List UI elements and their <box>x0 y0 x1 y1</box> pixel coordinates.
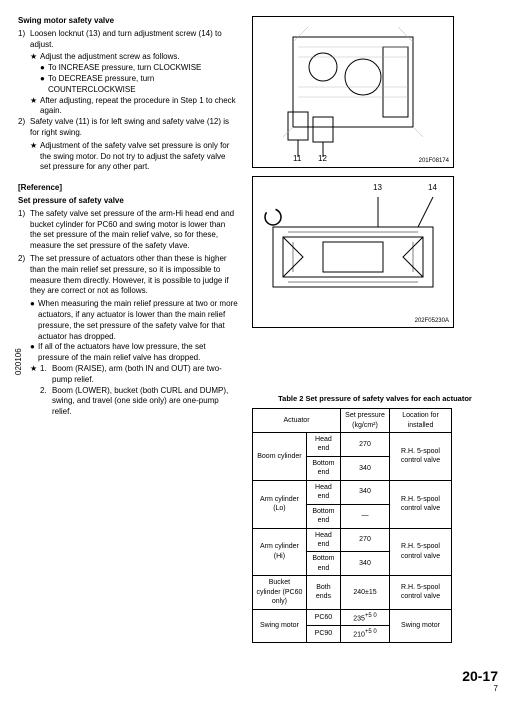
substep-num: 2. <box>40 386 52 418</box>
td: Arm cylinder (Hi) <box>253 528 307 576</box>
section-title-swing-motor: Swing motor safety valve <box>18 16 238 27</box>
reference-label: [Reference] <box>18 183 238 194</box>
td: Head end <box>306 480 340 504</box>
td: Bucket cylinder (PC60 only) <box>253 576 307 609</box>
bullet-text: To DECREASE pressure, turn COUNTERCLOCKW… <box>48 74 238 96</box>
substep-text: Boom (RAISE), arm (both IN and OUT) are … <box>52 364 238 386</box>
figure-2: 13 14 202F05230A <box>252 176 454 328</box>
fig-label-13: 13 <box>373 183 382 194</box>
td: 340 <box>341 552 390 576</box>
pressure-table: Actuator Set pressure (kg/cm²) Location … <box>252 408 452 643</box>
side-code: 020106 <box>14 348 25 375</box>
step-num: 1) <box>18 209 30 252</box>
step-num: 2) <box>18 254 30 297</box>
substep-num: 1. <box>40 364 52 386</box>
star-icon: ★ <box>30 52 40 63</box>
td: Arm cylinder (Lo) <box>253 480 307 528</box>
step-num: 2) <box>18 117 30 139</box>
td: Both ends <box>306 576 340 609</box>
td: — <box>341 504 390 528</box>
bullet-text: When measuring the main relief pressure … <box>38 299 238 342</box>
td: R.H. 5-spool control valve <box>390 528 452 576</box>
th-location: Location for installed <box>390 409 452 433</box>
bullet-icon: ● <box>40 63 48 74</box>
bullet-text: To INCREASE pressure, turn CLOCKWISE <box>48 63 238 74</box>
star-text: After adjusting, repeat the procedure in… <box>40 96 238 118</box>
figure-caption: 201F08174 <box>419 157 449 165</box>
td: 210+5 0 <box>341 626 390 643</box>
star-icon: ★ <box>30 141 40 173</box>
bullet-icon: ● <box>40 74 48 96</box>
figure-1: 11 12 201F08174 <box>252 16 454 168</box>
step-text: The safety valve set pressure of the arm… <box>30 209 238 252</box>
td: Bottom end <box>306 552 340 576</box>
star-icon: ★ <box>30 364 40 418</box>
td: Bottom end <box>306 504 340 528</box>
step-num: 1) <box>18 29 30 51</box>
step-text: Safety valve (11) is for left swing and … <box>30 117 238 139</box>
td: Head end <box>306 433 340 457</box>
star-icon: ★ <box>30 96 40 118</box>
step-text: Loosen locknut (13) and turn adjustment … <box>30 29 238 51</box>
star-text: Adjustment of the safety valve set press… <box>40 141 238 173</box>
td: R.H. 5-spool control valve <box>390 480 452 528</box>
td: PC60 <box>306 609 340 626</box>
page-sub: 7 <box>18 684 498 695</box>
td: Boom cylinder <box>253 433 307 481</box>
td: 240±15 <box>341 576 390 609</box>
td: Swing motor <box>253 609 307 643</box>
td: 340 <box>341 456 390 480</box>
step-text: The set pressure of actuators other than… <box>30 254 238 297</box>
td: Swing motor <box>390 609 452 643</box>
bullet-icon: ● <box>30 299 38 342</box>
th-actuator: Actuator <box>253 409 341 433</box>
section-title-set-pressure: Set pressure of safety valve <box>18 196 238 207</box>
td: 270 <box>341 528 390 552</box>
figure-caption: 202F05230A <box>415 317 449 325</box>
td: 340 <box>341 480 390 504</box>
td: Head end <box>306 528 340 552</box>
td: R.H. 5-spool control valve <box>390 433 452 481</box>
td: 235+5 0 <box>341 609 390 626</box>
td: R.H. 5-spool control valve <box>390 576 452 609</box>
page-number: 20-17 <box>462 667 498 686</box>
td: PC90 <box>306 626 340 643</box>
fig-label-12: 12 <box>318 154 327 165</box>
bullet-text: If all of the actuators have low pressur… <box>38 342 238 364</box>
star-text: Adjust the adjustment screw as follows. <box>40 52 238 63</box>
fig-label-14: 14 <box>428 183 437 194</box>
td: Bottom end <box>306 456 340 480</box>
table-caption: Table 2 Set pressure of safety valves fo… <box>252 394 498 404</box>
bullet-icon: ● <box>30 342 38 364</box>
fig-label-11: 11 <box>293 154 301 165</box>
th-pressure: Set pressure (kg/cm²) <box>341 409 390 433</box>
substep-text: Boom (LOWER), bucket (both CURL and DUMP… <box>52 386 238 418</box>
td: 270 <box>341 433 390 457</box>
